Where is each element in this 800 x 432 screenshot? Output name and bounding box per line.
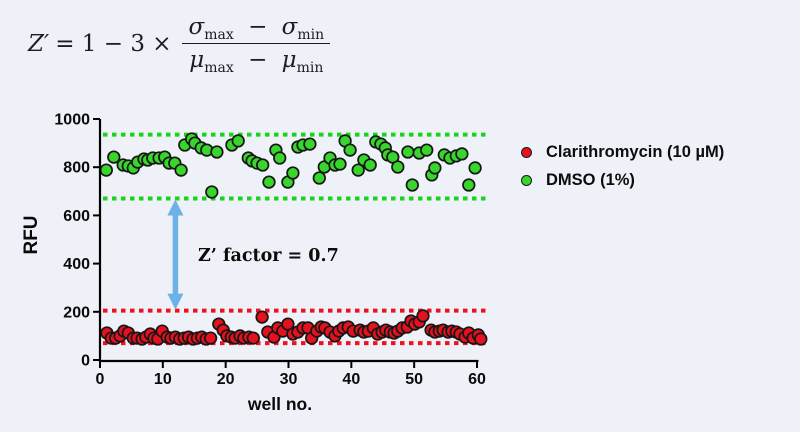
legend: Clarithromycin (10 µM) DMSO (1%) (521, 143, 724, 190)
max-subscript: max (204, 60, 234, 76)
x-axis-title: well no. (247, 394, 313, 414)
y-tick-label: 800 (63, 160, 90, 177)
x-tick-label: 40 (342, 371, 360, 388)
z-factor-arrow-icon (167, 199, 184, 310)
x-tick-label: 60 (468, 371, 486, 388)
red-dot-icon (521, 147, 532, 158)
series-dmso (99, 132, 482, 199)
x-tick-label: 50 (405, 371, 423, 388)
green-dot-icon (521, 175, 532, 186)
minus-sign: − (248, 14, 268, 40)
minus-sign: − (248, 47, 268, 73)
formula-z-symbol: Z′ (28, 30, 50, 57)
min-subscript: min (296, 60, 324, 76)
y-tick-label: 600 (63, 208, 90, 225)
y-tick-label: 1000 (54, 112, 90, 129)
y-tick-label: 0 (81, 353, 90, 370)
max-subscript: max (204, 27, 234, 43)
mu-symbol: μ (281, 47, 297, 73)
series-clarithromycin (100, 309, 488, 346)
formula-denominator: μmax − μmin (182, 43, 331, 76)
sigma-symbol: σ (188, 14, 205, 40)
x-tick-label: 30 (280, 371, 298, 388)
y-axis-title: RFU (21, 215, 42, 255)
y-tick-label: 400 (63, 256, 90, 273)
sigma-symbol: σ (281, 14, 298, 40)
x-tick-label: 10 (154, 371, 172, 388)
formula-fraction: σmax − σmin μmax − μmin (182, 14, 332, 76)
legend-label: DMSO (1%) (546, 171, 635, 189)
formula-lhs: Z′ = 1 − 3 × (28, 31, 172, 57)
legend-label: Clarithromycin (10 µM) (546, 143, 725, 161)
min-subscript: min (297, 27, 325, 43)
formula-equation-prefix: = 1 − 3 × (55, 30, 172, 57)
legend-item-dmso: DMSO (1%) (521, 171, 724, 190)
z-prime-formula: Z′ = 1 − 3 × σmax − σmin μmax − μmin (28, 14, 332, 76)
z-factor-annotation: Z’ factor = 0.7 (198, 246, 339, 266)
x-tick-label: 20 (217, 371, 235, 388)
formula-numerator: σmax − σmin (182, 14, 332, 43)
mu-symbol: μ (189, 47, 205, 73)
y-tick-label: 200 (63, 304, 90, 321)
legend-item-clarithromycin: Clarithromycin (10 µM) (521, 143, 724, 162)
x-tick-label: 0 (96, 371, 105, 388)
